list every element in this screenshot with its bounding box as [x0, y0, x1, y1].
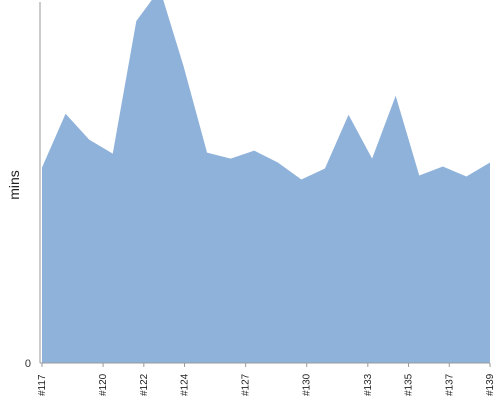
x-tick-label: #117: [37, 374, 48, 396]
area-layer: [42, 0, 490, 363]
y-tick-labels: 0: [25, 358, 31, 370]
x-tick-label: #127: [241, 373, 252, 396]
y-axis-label: mins: [6, 170, 22, 200]
x-tick-label: #130: [302, 373, 313, 396]
area-series: [42, 0, 490, 363]
x-tick-label: #120: [98, 373, 109, 396]
x-tick-labels: #117 #120 #122 #124 #127 #130 #133 #135 #137 #139: [37, 363, 496, 396]
x-tick-label: #139: [485, 373, 496, 396]
x-tick-label: #133: [363, 373, 374, 396]
x-tick-label: #135: [404, 373, 415, 396]
axis-layer: [39, 2, 490, 364]
x-tick-label: #122: [139, 373, 150, 396]
y-tick-label: 0: [25, 358, 31, 370]
x-tick-label: #124: [180, 373, 191, 396]
x-tick-label: #137: [444, 373, 455, 396]
